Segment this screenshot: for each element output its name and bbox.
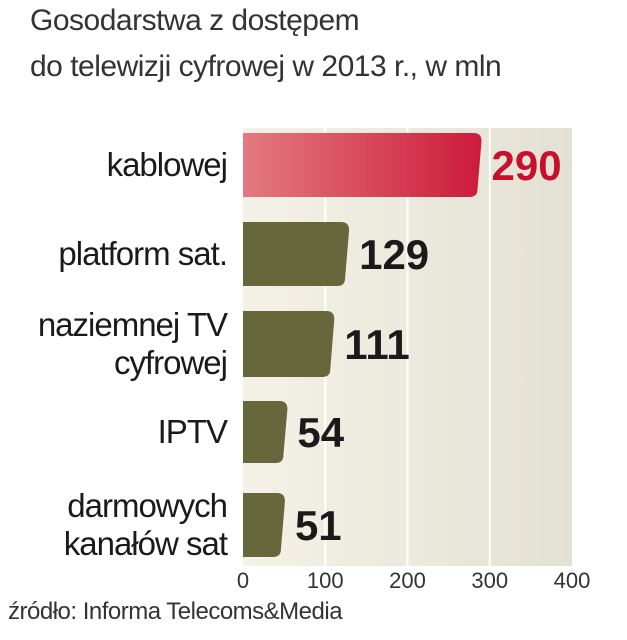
bar [243,493,285,557]
x-tick-label: 300 [471,568,508,593]
bar [243,401,288,463]
category-label: platform sat. [58,235,228,272]
category-label: kablowej [106,146,228,183]
chart-title: Gosodarstwa z dostępem [30,4,360,37]
category-label: naziemnej TV cyfrowej [37,306,228,381]
x-tick-label: 100 [307,568,344,593]
bar [243,311,335,377]
x-tick-label: 400 [554,568,591,593]
x-tick-label: 0 [237,568,249,593]
category-label: darmowych kanałów sat [63,487,228,562]
value-label: 54 [297,409,344,456]
value-label: 51 [295,502,342,549]
bar [243,133,482,197]
category-label: IPTV [157,413,228,450]
bar [243,222,350,286]
value-label: 129 [359,231,429,278]
value-label: 111 [344,321,409,368]
chart-title: do telewizji cyfrowej w 2013 r., w mln [30,50,502,83]
x-tick-label: 200 [389,568,426,593]
source: źródło: Informa Telecoms&Media [8,598,343,625]
value-label: 290 [492,142,562,189]
